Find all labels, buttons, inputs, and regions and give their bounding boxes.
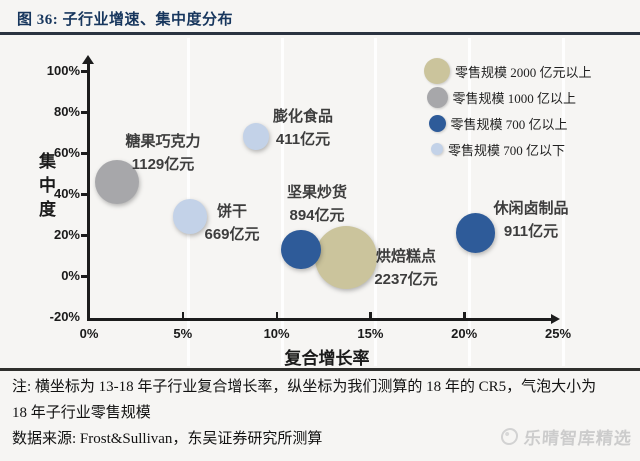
x-tick-label: 25% (544, 326, 572, 341)
legend-label: 零售规模 700 亿以下 (448, 142, 566, 158)
bubble-2 (173, 199, 208, 234)
bubble-name: 烘焙糕点 (375, 248, 436, 265)
legend-swatch-icon (428, 114, 446, 132)
bubble-1 (94, 159, 140, 204)
legend-swatch-icon (431, 143, 443, 155)
vertical-gridline (280, 38, 284, 366)
bubble-value: 1129亿元 (131, 156, 195, 173)
x-tick-mark (369, 312, 372, 319)
y-tick-label: 60% (53, 145, 80, 160)
watermark: 乐晴智库精选 (500, 424, 633, 449)
bubble-label-1: 糖果巧克力 1129亿元 (125, 130, 200, 176)
x-axis-title: 复合增长率 (284, 349, 370, 368)
legend-label: 零售规模 1000 亿以上 (452, 90, 577, 106)
y-tick-label: 0% (61, 268, 80, 283)
bubble-6 (455, 213, 496, 253)
bubble-3 (242, 123, 270, 150)
chart-notes: 注: 横坐标为 13-18 年子行业复合增长率，纵坐标为我们测算的 18 年的 … (12, 374, 634, 452)
vertical-gridline (468, 38, 472, 366)
legend-row-1: 零售规模 2000 亿元以上 (424, 58, 592, 84)
vertical-gridline (374, 38, 378, 366)
bubble-name: 膨化食品 (272, 108, 334, 125)
x-tick-label: 20% (451, 326, 478, 341)
bubble-label-3: 膨化食品 411亿元 (273, 105, 333, 151)
x-tick-label: 10% (263, 326, 290, 341)
bubble-label-2: 饼干 669亿元 (204, 200, 259, 246)
bubble-name: 坚果炒货 (286, 184, 348, 201)
x-tick-mark (181, 312, 185, 319)
x-tick-mark (275, 312, 279, 319)
y-tick-label: 100% (46, 63, 80, 78)
legend-row-3: 零售规模 700 亿以上 (424, 110, 592, 136)
watermark-text: 乐晴智库精选 (523, 429, 633, 448)
x-tick-label: 5% (173, 326, 193, 341)
legend-swatch-icon (424, 58, 450, 84)
bubble-4 (281, 229, 321, 270)
x-tick-mark (463, 312, 466, 319)
bubble-value: 2237亿元 (374, 271, 438, 288)
bubble-5 (314, 226, 378, 289)
data-source-line: 数据来源: Frost&Sullivan，东吴证券研究所测算 (12, 431, 323, 447)
legend-label: 零售规模 700 亿以上 (450, 116, 568, 132)
note-line-1: 注: 横坐标为 13-18 年子行业复合增长率，纵坐标为我们测算的 18 年的 … (12, 379, 597, 395)
title-divider-rule (0, 32, 640, 35)
vertical-gridline (562, 38, 565, 366)
y-tick-label: 80% (53, 104, 80, 119)
bubble-name: 休闲卤制品 (493, 200, 569, 217)
y-tick-label: -20% (49, 309, 80, 324)
y-tick-mark (81, 70, 88, 73)
bubble-value: 411亿元 (275, 131, 331, 148)
y-tick-mark (81, 193, 88, 196)
watermark-logo-icon (500, 428, 519, 445)
bubble-label-5: 烘焙糕点 2237亿元 (374, 245, 437, 291)
y-axis-arrow-icon (82, 55, 94, 64)
figure-title: 图 36: 子行业增速、集中度分布 (17, 12, 233, 28)
x-tick-label: 15% (357, 326, 384, 341)
y-tick-mark (81, 152, 88, 155)
legend-swatch-icon (426, 86, 448, 108)
bubble-name: 糖果巧克力 (125, 133, 201, 150)
bubble-value: 669亿元 (204, 226, 260, 243)
note-line-2: 18 年子行业零售规模 (12, 405, 151, 421)
bubble-name: 饼干 (216, 203, 247, 220)
bubble-value: 911亿元 (503, 223, 559, 240)
chart-bottom-rule (0, 368, 640, 371)
legend-label: 零售规模 2000 亿元以上 (455, 64, 592, 80)
bubble-label-4: 坚果炒货 894亿元 (287, 181, 347, 227)
bubble-label-6: 休闲卤制品 911亿元 (493, 197, 568, 243)
y-tick-mark (81, 275, 88, 278)
legend-row-2: 零售规模 1000 亿以上 (424, 84, 592, 110)
y-axis-title: 集中度 (36, 152, 55, 224)
y-tick-label: 20% (53, 227, 80, 242)
y-tick-mark (81, 234, 88, 237)
y-axis-line (87, 62, 90, 319)
y-tick-mark (81, 111, 88, 114)
y-tick-label: 40% (53, 186, 80, 201)
x-axis-line (87, 318, 553, 321)
chart-legend: 零售规模 2000 亿元以上 零售规模 1000 亿以上 零售规模 700 亿以上零… (424, 58, 592, 162)
x-axis-arrow-icon (551, 314, 560, 324)
legend-row-4: 零售规模 700 亿以下 (424, 136, 592, 162)
bubble-value: 894亿元 (289, 207, 345, 224)
x-tick-label: 0% (79, 326, 99, 341)
